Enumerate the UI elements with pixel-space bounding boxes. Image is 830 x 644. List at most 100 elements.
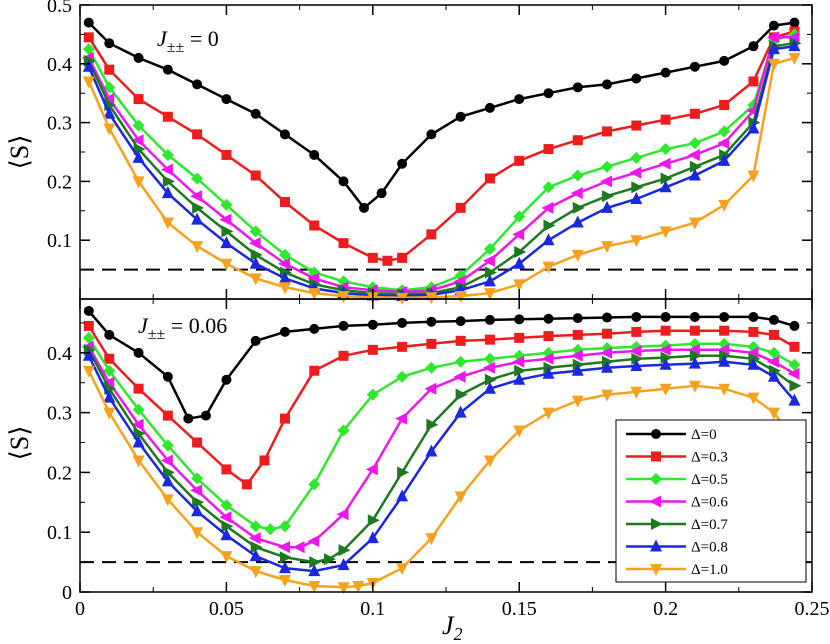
bot-data-point [192, 437, 203, 448]
bot-data-point [249, 520, 262, 533]
top-annotation: J±± = 0 [157, 26, 219, 56]
bot-data-point [278, 520, 291, 533]
top-data-point [748, 41, 759, 52]
bot-data-point [131, 418, 144, 431]
top-data-point [689, 108, 700, 119]
bot-data-point [308, 564, 321, 577]
top-data-point [221, 225, 234, 238]
bot-data-point [338, 544, 351, 557]
bot-data-point [192, 496, 205, 509]
bot-data-point [572, 329, 583, 340]
bot-data-point [719, 325, 730, 336]
bot-data-point [426, 338, 437, 349]
bot-data-point [454, 355, 467, 368]
bot-data-point [397, 466, 410, 479]
top-data-point [161, 186, 174, 199]
top-data-point [162, 175, 175, 188]
top-data-point [689, 61, 700, 72]
bot-data-point [366, 531, 379, 544]
bottom-annotation: J±± = 0.06 [138, 313, 227, 343]
bot-data-point [396, 563, 409, 576]
top-data-point [602, 79, 613, 90]
top-data-point [278, 271, 291, 284]
top-data-point [789, 17, 800, 28]
bot-series-1 [83, 320, 800, 490]
bot-data-point [455, 316, 466, 327]
legend-label: Δ=0.5 [691, 472, 728, 488]
top-data-point [748, 76, 759, 87]
top-data-point [542, 233, 555, 246]
bot-data-point [767, 407, 780, 420]
bot-data-point [601, 360, 614, 373]
top-data-point [220, 258, 233, 271]
top-data-point [249, 225, 262, 238]
top-data-point [570, 187, 583, 200]
top-data-point [629, 166, 642, 179]
top-data-point [309, 220, 320, 231]
x-tick-label: 0.1 [360, 598, 385, 620]
bot-data-point [484, 314, 495, 325]
top-data-point [359, 202, 370, 213]
top-data-point [192, 201, 205, 214]
top-data-point [426, 229, 437, 240]
legend-marker [651, 518, 663, 530]
top-data-point [483, 243, 496, 256]
bot-data-point [629, 345, 642, 358]
y-tick-label: 0.1 [47, 522, 72, 544]
bot-data-point [161, 439, 174, 452]
legend-item: Δ=0.7 [626, 517, 728, 533]
bot-data-point [183, 413, 194, 424]
top-data-point [337, 291, 350, 304]
bot-data-point [396, 489, 409, 502]
top-data-point [659, 143, 672, 156]
top-data-point [483, 274, 496, 287]
bot-data-point [687, 343, 700, 356]
y-tick-label: 0.3 [47, 403, 72, 425]
top-data-point [131, 134, 144, 147]
top-data-point [102, 93, 115, 106]
top-data-point [542, 181, 555, 194]
top-data-point [453, 275, 466, 288]
top-data-point [192, 129, 203, 140]
bot-data-point [788, 393, 801, 406]
bot-data-point [308, 581, 321, 594]
legend-marker [650, 539, 662, 552]
bot-data-point [259, 455, 270, 466]
bot-data-point [789, 379, 802, 392]
bot-data-point [514, 364, 527, 377]
top-data-point [455, 202, 466, 213]
bot-data-point [249, 566, 262, 579]
top-data-point [543, 88, 554, 99]
bot-data-point [162, 466, 175, 479]
bot-data-point [767, 346, 780, 359]
top-data-point [719, 55, 730, 66]
legend-item: Δ=0.3 [626, 450, 728, 466]
top-ylabel: ⟨S⟩ [5, 135, 34, 170]
x-tick-label: 0 [75, 598, 85, 620]
top-data-point [308, 288, 321, 301]
top-panel: 0.1 0.2 0.3 0.4 0.5 J±± = 0 ⟨S⟩ [5, 0, 813, 305]
bot-data-point [541, 352, 554, 365]
bot-data-point [659, 357, 672, 370]
top-data-point [162, 111, 173, 122]
bot-data-point [367, 514, 380, 527]
bot-data-point [483, 352, 496, 365]
top-data-point [630, 151, 643, 164]
bot-data-point [367, 344, 378, 355]
bot-data-point [748, 326, 759, 337]
top-data-point [602, 126, 613, 137]
bot-data-point [688, 380, 701, 393]
top-data-point [162, 64, 173, 75]
top-data-point [221, 94, 232, 105]
bot-data-point [789, 341, 800, 352]
top-data-point [278, 248, 291, 261]
top-data-point [83, 32, 94, 43]
bot-data-point [250, 541, 263, 554]
bot-data-point [766, 355, 779, 368]
top-data-point [572, 82, 583, 93]
top-data-point [376, 188, 387, 199]
top-data-point [688, 217, 701, 230]
bot-data-point [191, 527, 204, 540]
legend-label: Δ=0.3 [691, 450, 728, 466]
bot-data-point [309, 556, 322, 569]
